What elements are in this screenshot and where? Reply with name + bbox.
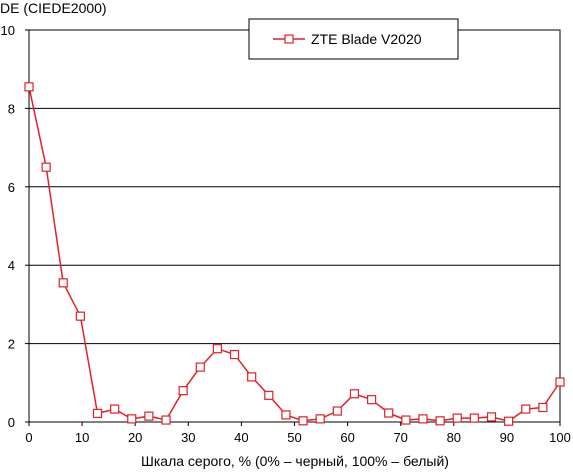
y-tick-label: 2: [8, 337, 15, 352]
x-tick-label: 90: [500, 430, 514, 445]
x-tick-label: 0: [25, 430, 32, 445]
y-tick-label: 6: [8, 180, 15, 195]
data-point: [178, 386, 188, 396]
data-point: [435, 416, 445, 426]
x-tick-label: 60: [340, 430, 354, 445]
data-point: [92, 408, 103, 418]
y-axis-label: DE (CIEDE2000): [0, 0, 107, 16]
gridlines: [29, 107, 560, 345]
x-tick-label: 30: [181, 430, 195, 445]
data-point: [264, 390, 274, 400]
data-point: [418, 414, 428, 424]
x-tick-label: 10: [75, 430, 89, 445]
data-point: [315, 414, 325, 424]
data-point: [212, 344, 222, 354]
data-point: [384, 408, 394, 418]
data-point: [367, 395, 377, 405]
data-point: [144, 411, 154, 421]
y-tick-label: 4: [8, 258, 15, 273]
data-point: [332, 406, 342, 416]
x-tick-label: 50: [287, 430, 301, 445]
data-point: [195, 362, 205, 372]
data-point: [452, 413, 462, 423]
data-point: [161, 415, 171, 425]
legend: ZTE Blade V2020: [248, 18, 459, 60]
data-point: [58, 278, 68, 288]
series-line: [28, 86, 561, 422]
y-axis-ticks: 0 2 4 6 8 10: [1, 23, 29, 430]
data-point: [41, 162, 51, 172]
data-point: [281, 410, 291, 420]
x-axis-label: Шкала серого, % (0% – черный, 100% – бел…: [141, 453, 449, 469]
data-point: [401, 415, 411, 425]
legend-marker-swatch: [284, 34, 294, 44]
x-tick-label: 40: [234, 430, 248, 445]
plot-area-frame: [28, 29, 561, 423]
x-axis-ticks: 0 10 20 30 40 50 60 70 80 90 100: [25, 422, 571, 445]
data-point: [349, 389, 360, 399]
y-tick-label: 0: [8, 415, 15, 430]
data-point: [555, 377, 565, 387]
data-point: [486, 412, 497, 422]
x-tick-label: 70: [393, 430, 407, 445]
y-tick-label: 10: [1, 23, 15, 38]
x-tick-label: 20: [128, 430, 142, 445]
data-point: [75, 311, 86, 321]
data-point: [229, 349, 240, 360]
x-tick-label: 100: [549, 430, 571, 445]
data-point: [298, 416, 308, 426]
data-point: [538, 402, 548, 413]
data-point: [127, 414, 137, 424]
data-point: [521, 404, 531, 414]
series-layer: [24, 82, 565, 426]
data-point: [503, 416, 514, 426]
x-tick-label: 80: [447, 430, 461, 445]
legend-label: ZTE Blade V2020: [311, 31, 422, 47]
data-point: [247, 372, 257, 382]
y-tick-label: 8: [8, 101, 15, 116]
data-point: [469, 413, 479, 423]
data-point: [24, 82, 34, 92]
data-point: [110, 404, 120, 414]
